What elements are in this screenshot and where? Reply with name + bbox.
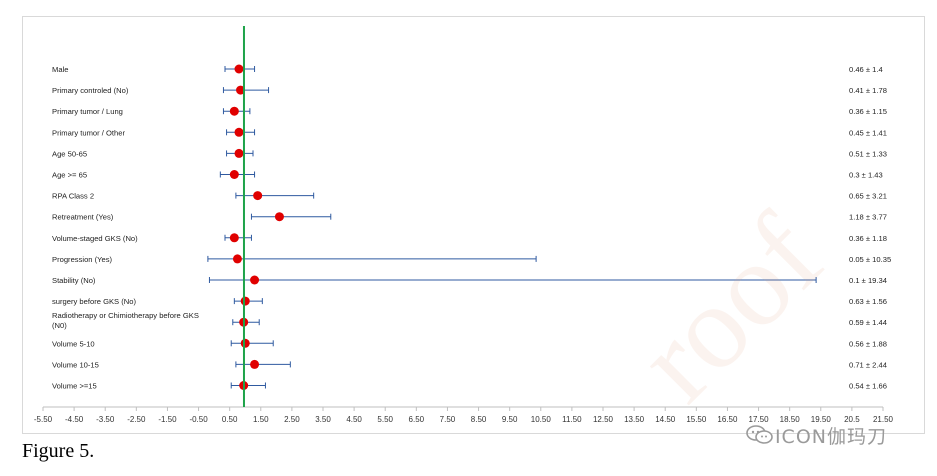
row-value-label: 0.51 ± 1.33: [849, 149, 887, 158]
x-tick-label: -0.50: [189, 415, 208, 424]
row-value-label: 0.36 ± 1.15: [849, 107, 887, 116]
row-label: Stability (No): [52, 276, 96, 285]
watermark-channel-name: ICON伽玛刀: [774, 426, 887, 448]
row-value-label: 0.45 ± 1.41: [849, 128, 887, 137]
row-value-label: 1.18 ± 3.77: [849, 213, 887, 222]
x-tick-label: 1.50: [253, 415, 269, 424]
x-tick-label: 18.50: [780, 415, 801, 424]
estimate-point: [253, 191, 263, 201]
estimate-point: [250, 275, 260, 285]
estimate-point: [234, 64, 244, 74]
x-tick-label: 17.50: [749, 415, 770, 424]
estimate-point: [232, 254, 242, 264]
x-tick-label: 3.50: [315, 415, 331, 424]
x-tick-label: 14.50: [655, 415, 676, 424]
estimate-point: [234, 148, 244, 158]
row-label: surgery before GKS (No): [52, 297, 136, 306]
row-label: Radiotherapy or Chimiotherapy before GKS: [52, 311, 199, 320]
row-value-label: 0.54 ± 1.66: [849, 382, 887, 391]
wechat-icon: [746, 425, 773, 444]
row-label: Age >= 65: [52, 171, 87, 180]
row-value-label: 0.36 ± 1.18: [849, 234, 887, 243]
x-tick-label: -2.50: [127, 415, 146, 424]
row-label: Volume 10-15: [52, 360, 99, 369]
x-tick-label: 7.50: [440, 415, 456, 424]
x-tick-label: 4.50: [346, 415, 362, 424]
x-tick-label: 9.50: [502, 415, 518, 424]
row-value-label: 0.46 ± 1.4: [849, 65, 883, 74]
x-tick-label: 0.50: [222, 415, 238, 424]
x-tick-label: 21.50: [873, 415, 894, 424]
x-tick-label: 2.50: [284, 415, 300, 424]
estimate-point: [234, 127, 244, 137]
row-label: Retreatment (Yes): [52, 213, 114, 222]
row-value-label: 0.3 ± 1.43: [849, 171, 883, 180]
row-label: Primary tumor / Other: [52, 128, 125, 137]
row-value-label: 0.1 ± 19.34: [849, 276, 887, 285]
estimate-point: [236, 85, 246, 95]
estimate-point: [229, 170, 239, 179]
x-tick-label: 15.50: [686, 415, 707, 424]
row-label: Age 50-65: [52, 149, 87, 158]
x-tick-label: 10.50: [531, 415, 552, 424]
row-label: (N0): [52, 321, 67, 330]
x-tick-label: 6.50: [409, 415, 425, 424]
x-tick-label: -1.50: [158, 415, 177, 424]
row-label: Progression (Yes): [52, 255, 113, 264]
x-tick-label: 11.50: [562, 415, 582, 424]
x-tick-label: 13.50: [624, 415, 645, 424]
x-tick-label: 5.50: [377, 415, 393, 424]
row-value-label: 0.65 ± 3.21: [849, 192, 887, 201]
row-label: Volume 5-10: [52, 339, 95, 348]
figure-caption: Figure 5.: [22, 440, 95, 462]
row-value-label: 0.63 ± 1.56: [849, 297, 887, 306]
estimate-point: [250, 359, 260, 369]
estimate-point: [229, 106, 239, 116]
row-label: Primary controled (No): [52, 86, 129, 95]
chart-frame: [22, 16, 925, 434]
row-label: Primary tumor / Lung: [52, 107, 123, 116]
row-label: Volume >=15: [52, 382, 97, 391]
row-value-label: 0.71 ± 2.44: [849, 360, 887, 369]
x-tick-label: -4.50: [65, 415, 84, 424]
x-tick-label: 20.5: [844, 415, 860, 424]
row-label: RPA Class 2: [52, 192, 94, 201]
estimate-point: [229, 233, 239, 243]
row-value-label: 0.56 ± 1.88: [849, 339, 887, 348]
row-label: Volume-staged GKS (No): [52, 234, 138, 243]
x-tick-label: 16.50: [717, 415, 738, 424]
x-tick-label: -5.50: [34, 415, 53, 424]
row-value-label: 0.41 ± 1.78: [849, 86, 887, 95]
estimate-point: [274, 212, 284, 222]
row-value-label: 0.05 ± 10.35: [849, 255, 891, 264]
row-label: Male: [52, 65, 68, 74]
x-tick-label: 8.50: [471, 415, 487, 424]
estimate-point: [240, 338, 250, 348]
x-tick-label: 12.50: [593, 415, 614, 424]
x-tick-label: -3.50: [96, 415, 115, 424]
row-value-label: 0.59 ± 1.44: [849, 318, 887, 327]
x-tick-label: 19.50: [811, 415, 832, 424]
estimate-point: [240, 296, 250, 306]
